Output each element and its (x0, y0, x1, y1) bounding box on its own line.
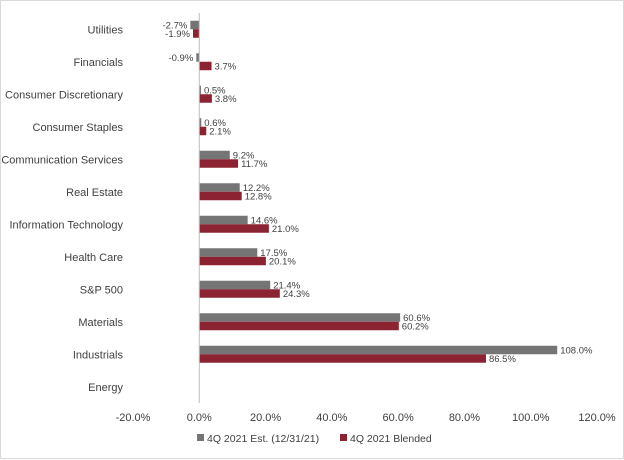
legend: 4Q 2021 Est. (12/31/21) 4Q 2021 Blended (197, 433, 432, 445)
x-tick-label: 120.0% (578, 412, 616, 424)
x-tick-label: -20.0% (116, 412, 151, 424)
bar-estimate (199, 280, 271, 290)
bar-blended (199, 61, 212, 71)
data-label: 86.5% (489, 354, 516, 365)
bar-estimate (196, 53, 200, 62)
bar-estimate (190, 20, 200, 30)
data-label: 60.2% (402, 321, 429, 332)
category-label: Utilities (88, 24, 124, 36)
bar-blended (199, 289, 280, 298)
category-label: Energy (88, 382, 123, 394)
data-label: 21.0% (272, 224, 299, 235)
data-label: 3.8% (215, 94, 237, 105)
data-label: 12.8% (245, 191, 272, 202)
data-label: 60.6% (403, 313, 430, 324)
bars-group (190, 20, 558, 363)
x-tick-label: 80.0% (449, 412, 480, 424)
data-label: 17.5% (260, 248, 287, 259)
category-label: Financials (73, 57, 123, 69)
category-label: Consumer Staples (33, 122, 124, 134)
legend-label: 4Q 2021 Est. (12/31/21) (207, 433, 319, 445)
bar-estimate (199, 183, 240, 192)
x-tick-label: 60.0% (383, 412, 414, 424)
data-label: 0.6% (204, 118, 226, 129)
x-tick-label: 20.0% (250, 412, 281, 424)
category-label: Communication Services (1, 154, 123, 166)
category-label: Materials (78, 317, 123, 329)
bar-blended (199, 256, 266, 266)
x-tick-label: 40.0% (316, 412, 347, 424)
bar-estimate (199, 215, 248, 225)
category-label: Consumer Discretionary (5, 89, 123, 101)
category-label: Health Care (64, 252, 123, 264)
legend-label: 4Q 2021 Blended (350, 433, 432, 445)
x-axis-ticks: -20.0% 0.0% 20.0% 40.0% 60.0% 80.0% 100.0% 120.… (116, 412, 616, 424)
bar-blended (199, 191, 242, 201)
bar-estimate (199, 85, 201, 95)
category-label: Information Technology (9, 219, 123, 231)
data-label: 2.1% (209, 126, 231, 137)
bar-blended (199, 94, 212, 103)
data-label: 14.6% (251, 215, 278, 226)
category-label: S&P 500 (80, 284, 123, 296)
bar-estimate (199, 345, 558, 355)
data-label: 21.4% (273, 280, 300, 291)
bar-estimate (199, 150, 230, 160)
bar-estimate (199, 313, 401, 322)
data-label: 11.7% (241, 159, 268, 170)
category-labels: Utilities Financials Consumer Discretionar… (1, 24, 123, 394)
bar-blended (199, 159, 239, 168)
bar-estimate (199, 248, 258, 257)
bar-estimate (199, 118, 202, 127)
category-label: Real Estate (66, 187, 123, 199)
bar-blended (199, 126, 207, 136)
legend-swatch (197, 434, 204, 441)
bar-blended (199, 354, 486, 363)
bar-blended (199, 321, 399, 331)
data-labels: -2.7%-1.9%-0.9%3.7%0.5%3.8%0.6%2.1%9.2%1… (163, 20, 593, 365)
data-label: 3.7% (215, 61, 237, 72)
data-label: 9.2% (233, 150, 255, 161)
data-label: -2.7% (163, 20, 188, 31)
x-tick-label: 100.0% (512, 412, 550, 424)
legend-swatch (340, 434, 347, 441)
data-label: -0.9% (168, 53, 193, 64)
x-tick-label: 0.0% (187, 412, 212, 424)
bar-blended (199, 224, 269, 233)
data-label: 108.0% (560, 345, 593, 356)
data-label: 12.2% (243, 183, 270, 194)
data-label: 20.1% (269, 256, 296, 267)
data-label: 24.3% (283, 289, 310, 300)
data-label: -1.9% (165, 29, 190, 40)
data-label: 0.5% (204, 85, 226, 96)
category-label: Industrials (73, 349, 124, 361)
bar-blended (192, 29, 200, 38)
